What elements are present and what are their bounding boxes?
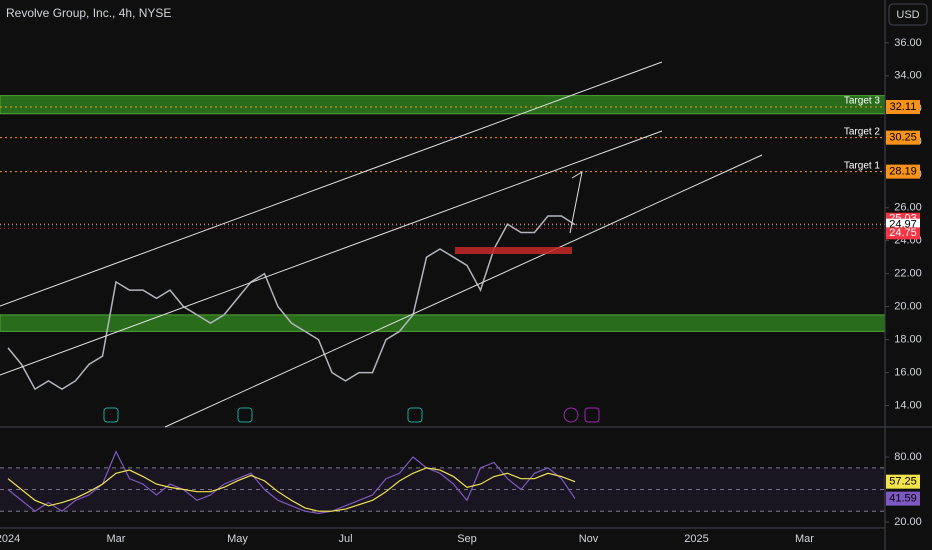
price-tag-label: 28.19 [889, 166, 917, 178]
channel-line [0, 130, 663, 376]
x-tick-label: Mar [795, 533, 814, 545]
x-tick-label: Jul [338, 533, 352, 545]
y-tick-label: 20.00 [894, 301, 922, 313]
earnings-icons [103, 407, 600, 423]
y-tick-label: 26.00 [894, 202, 922, 214]
projection-arrow [569, 170, 583, 234]
zone [0, 314, 886, 332]
x-tick-label: 2025 [684, 533, 708, 545]
price-tag-label: 30.25 [889, 132, 917, 144]
y-tick-label: 16.00 [894, 367, 922, 379]
plot [0, 42, 889, 523]
target-label: Target 1 [844, 160, 881, 171]
value-tag-label: 41.59 [889, 493, 917, 505]
x-tick-label: Sep [457, 533, 477, 545]
price-tag [886, 164, 920, 179]
support-box [455, 247, 572, 254]
target-label: Target 2 [844, 126, 881, 137]
channel-line [164, 154, 763, 428]
price-tag-label: 32.11 [890, 101, 917, 113]
earnings-icon[interactable] [407, 407, 423, 423]
y-tick-label: 18.00 [894, 334, 922, 346]
value-tag [886, 491, 920, 506]
currency[interactable]: USD [896, 9, 919, 21]
price-tag-label: 24.75 [889, 227, 917, 239]
target-label: Target 3 [844, 96, 881, 107]
chart-title: Revolve Group, Inc., 4h, NYSE [6, 6, 171, 20]
price-tag [886, 227, 920, 240]
x-tick-label: Mar [107, 533, 126, 545]
earnings-icon[interactable] [103, 407, 119, 423]
channel-line [0, 61, 663, 307]
y-tick-label: 80.00 [894, 451, 922, 463]
currency-button[interactable] [888, 3, 928, 26]
x-tick-label: 2024 [0, 533, 20, 545]
x-tick-label: Nov [579, 533, 599, 545]
value-tag-label: 57.25 [889, 476, 917, 488]
earnings-icon[interactable] [584, 407, 600, 423]
y-tick-label: 36.00 [894, 37, 922, 49]
price-line-series [7, 215, 576, 391]
zone [0, 95, 886, 115]
y-tick-label: 22.00 [894, 268, 922, 280]
band-fill [0, 467, 885, 512]
y-tick-label: 14.00 [894, 399, 922, 411]
y-tick-label: 34.00 [894, 70, 922, 82]
x-tick-label: May [227, 533, 248, 545]
dividend-icon[interactable] [563, 407, 579, 423]
y-tick-label: 20.00 [894, 516, 922, 528]
price-tag [886, 99, 920, 114]
value-tag [886, 474, 920, 489]
series-line [7, 467, 576, 512]
price-tag [886, 130, 920, 145]
channel [0, 61, 763, 428]
earnings-icon[interactable] [237, 407, 253, 423]
